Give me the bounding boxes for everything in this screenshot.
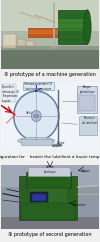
Bar bbox=[23, 82, 54, 90]
Bar bbox=[1, 47, 99, 69]
Ellipse shape bbox=[31, 111, 41, 121]
Bar bbox=[28, 28, 58, 37]
Bar bbox=[19, 176, 77, 220]
Bar bbox=[79, 116, 97, 135]
Bar bbox=[28, 167, 70, 176]
Bar bbox=[54, 144, 62, 146]
Text: Pompe: Pompe bbox=[81, 169, 90, 173]
Bar bbox=[56, 31, 60, 35]
Text: Réservoir
de lubrifiant: Réservoir de lubrifiant bbox=[82, 116, 97, 125]
Bar bbox=[26, 41, 34, 46]
Bar bbox=[3, 34, 16, 46]
Text: Coffret
électrique: Coffret électrique bbox=[44, 166, 56, 174]
Bar bbox=[28, 188, 68, 204]
Text: ③ prototype of second generation: ③ prototype of second generation bbox=[8, 232, 92, 237]
Bar bbox=[21, 203, 76, 220]
Bar bbox=[21, 139, 52, 145]
Ellipse shape bbox=[14, 91, 59, 141]
Text: Tuyère: Tuyère bbox=[56, 141, 65, 145]
Text: Support: Support bbox=[52, 144, 62, 148]
Bar bbox=[1, 45, 99, 50]
Bar bbox=[58, 10, 87, 44]
Text: Pompe
péristaltique: Pompe péristaltique bbox=[79, 85, 95, 94]
Bar bbox=[1, 0, 99, 31]
Bar bbox=[30, 192, 48, 202]
Bar bbox=[3, 45, 16, 48]
Text: Galet: Galet bbox=[26, 111, 33, 115]
Text: ① prototype of a machine generation: ① prototype of a machine generation bbox=[4, 72, 96, 77]
Bar bbox=[79, 95, 95, 111]
Bar bbox=[1, 165, 99, 187]
Bar bbox=[28, 30, 58, 34]
Bar bbox=[1, 217, 99, 229]
Bar bbox=[17, 39, 26, 46]
Ellipse shape bbox=[18, 137, 55, 144]
Ellipse shape bbox=[83, 10, 91, 44]
Bar bbox=[32, 194, 46, 201]
Bar bbox=[1, 31, 99, 45]
Text: Tribomètre: Tribomètre bbox=[72, 203, 85, 207]
Text: Pyromètre
infrarouge (2)
Température
torquet: Pyromètre infrarouge (2) Température tor… bbox=[2, 85, 19, 103]
Bar bbox=[77, 86, 97, 113]
Bar bbox=[1, 84, 16, 102]
Text: ② configuration for    heater the lubrifiant à haute température: ② configuration for heater the lubrifian… bbox=[0, 155, 100, 159]
Text: Infrared pyromèter (1)
heating temperature: Infrared pyromèter (1) heating temperatu… bbox=[24, 82, 52, 91]
Bar bbox=[58, 19, 87, 31]
Bar bbox=[26, 173, 71, 188]
Circle shape bbox=[34, 114, 39, 118]
